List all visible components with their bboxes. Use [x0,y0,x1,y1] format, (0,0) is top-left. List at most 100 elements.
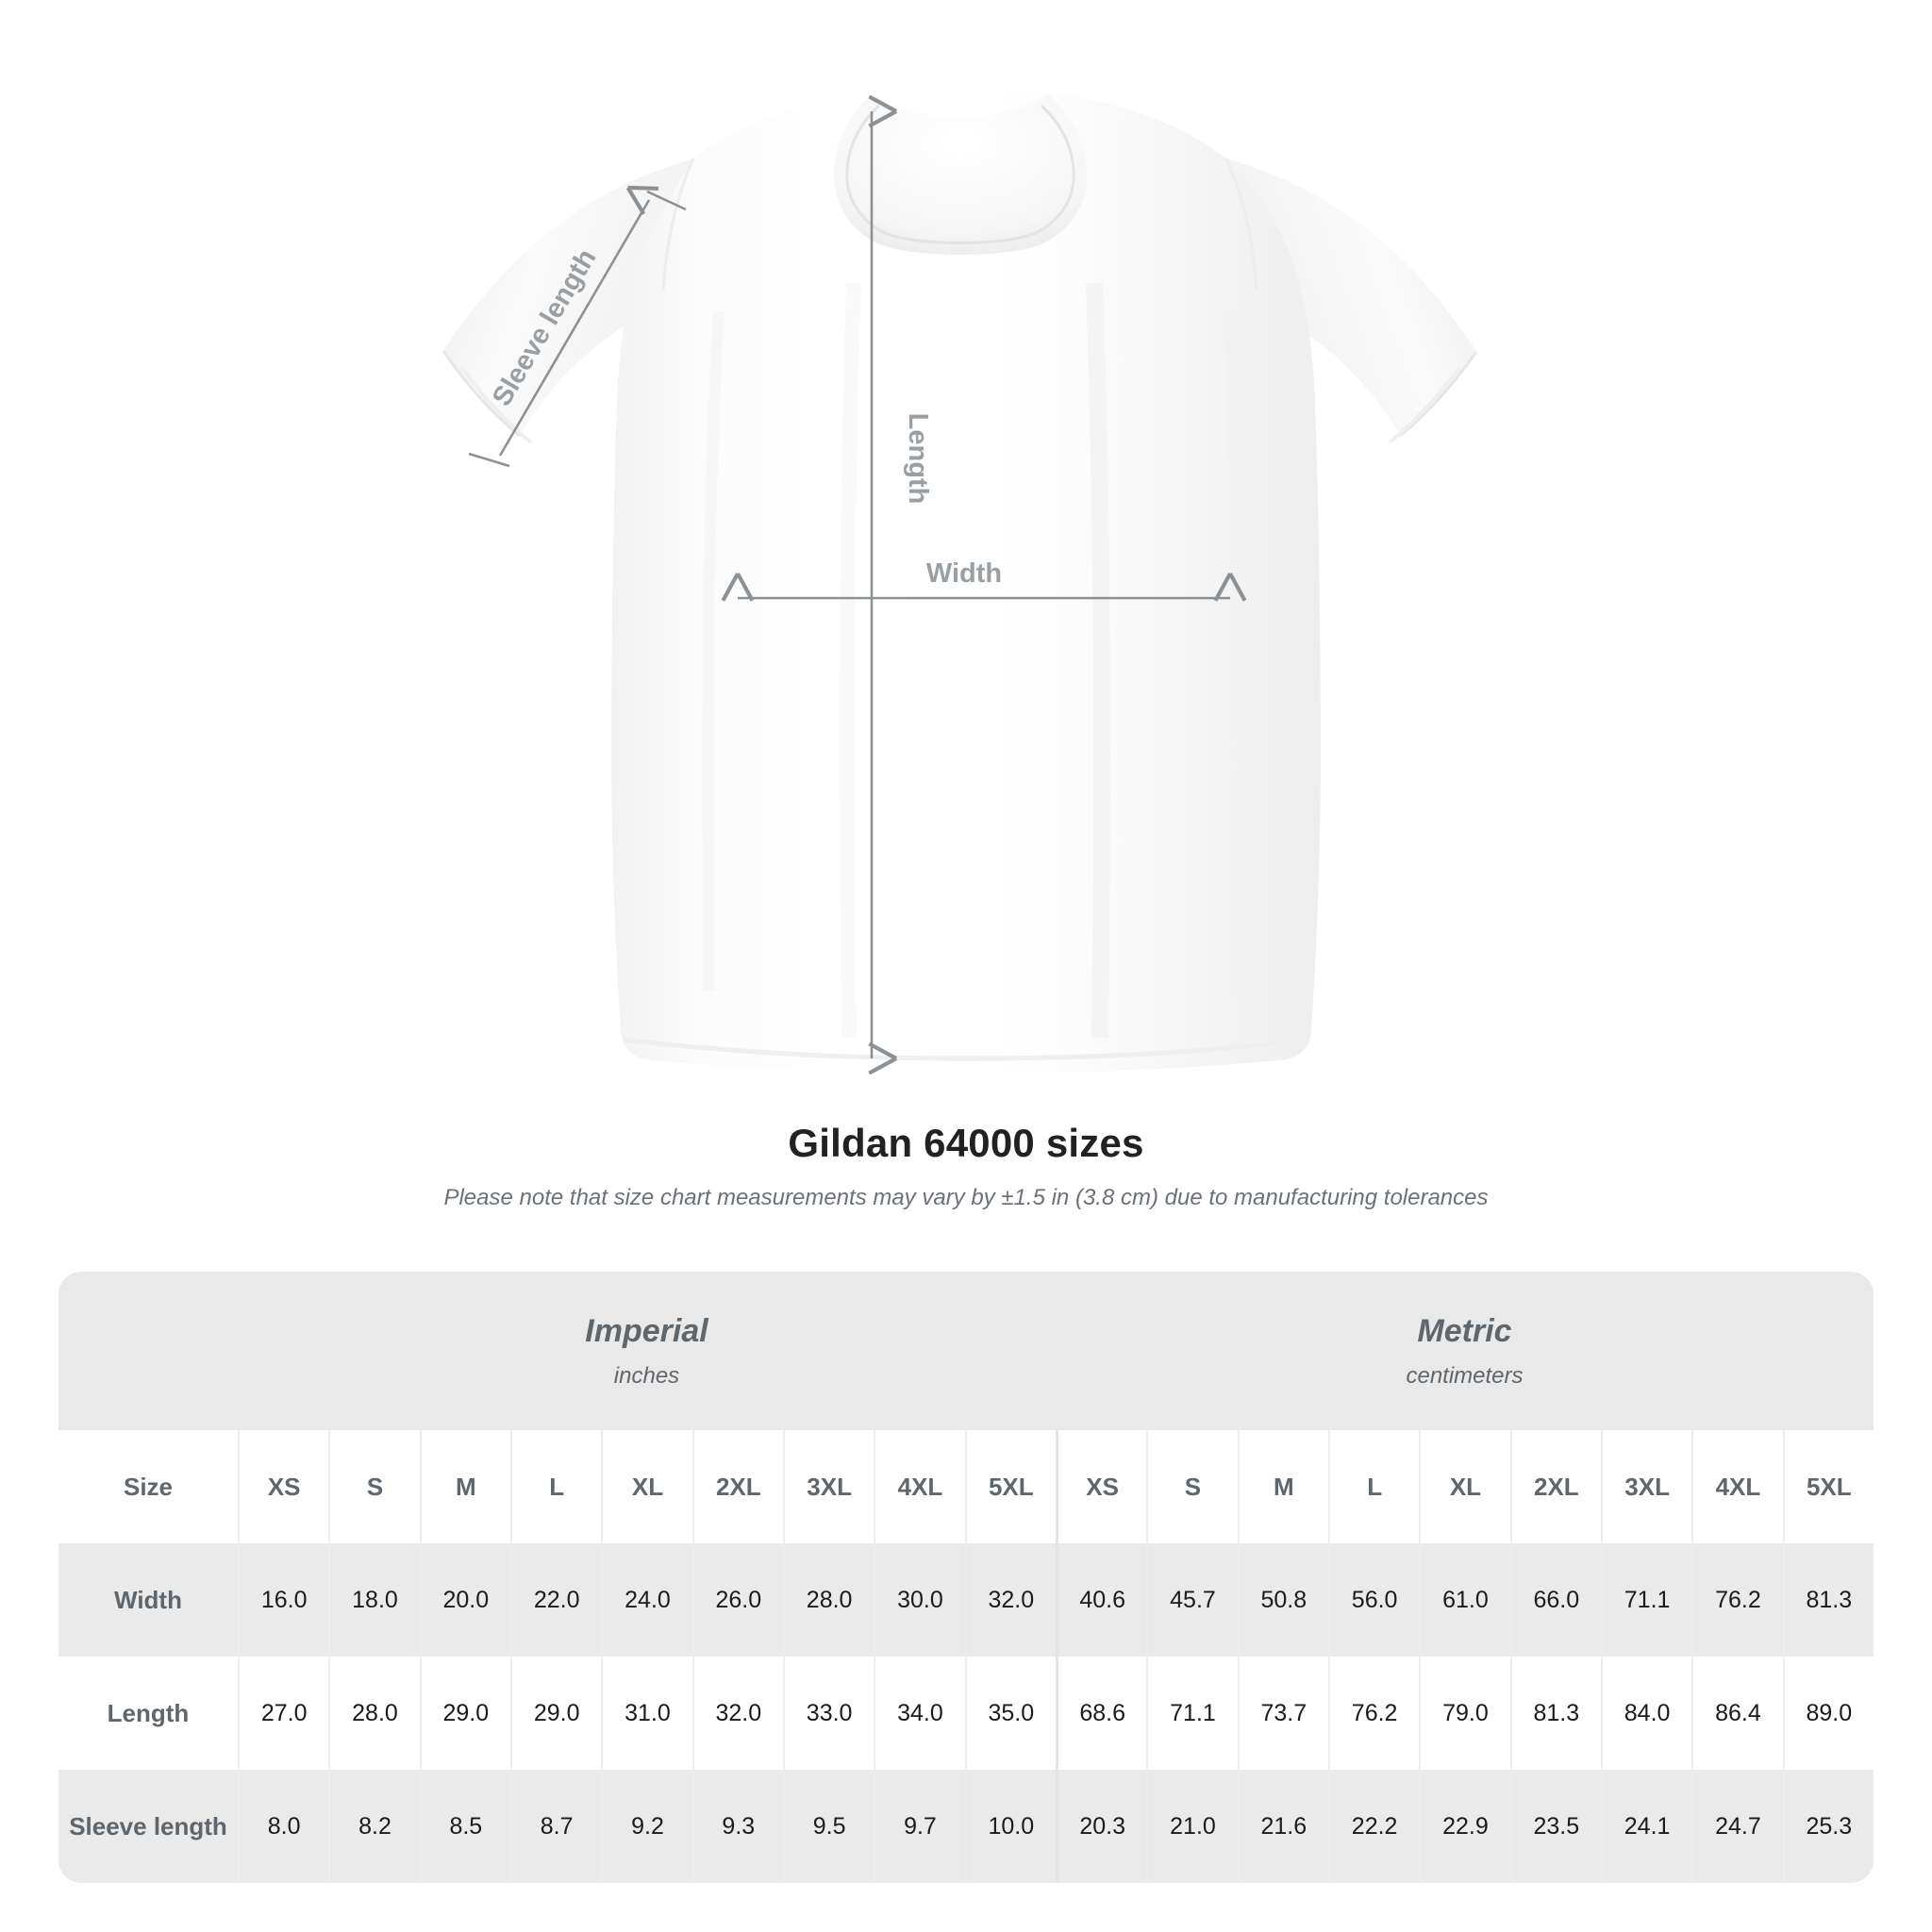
sleeve-length-tick-bottom [468,452,510,468]
measurement-cell: 23.5 [1509,1770,1601,1883]
sleeve-length-tick-top [646,190,687,211]
measurement-cell: 20.3 [1055,1770,1147,1883]
size-header-cell: M [419,1430,510,1543]
size-header-cell: L [509,1430,602,1543]
measurement-cell: 84.0 [1600,1657,1692,1770]
measurement-cell: 79.0 [1419,1657,1510,1770]
tolerance-note: Please note that size chart measurements… [443,1185,1489,1211]
measurement-cell: 8.7 [509,1770,602,1883]
row-label-size: Size [58,1430,238,1543]
measurement-cell: 71.1 [1600,1543,1692,1657]
measurement-cell: 31.0 [601,1657,692,1770]
measurement-guides [468,94,1247,1075]
sleeve-length-arrow [498,185,659,457]
measurement-cell: 8.0 [238,1770,329,1883]
measurement-cell: 28.0 [328,1657,420,1770]
measurement-cell: 40.6 [1055,1543,1147,1657]
row-label-sleeve-length: Sleeve length [58,1770,238,1883]
measurement-cell: 20.0 [419,1543,510,1657]
measurement-cell: 22.2 [1327,1770,1420,1883]
row-label-width: Width [58,1543,238,1657]
size-header-cell: XL [1419,1430,1510,1543]
size-header-cell: 3XL [782,1430,874,1543]
measurement-cell: 68.6 [1055,1657,1147,1770]
measurement-cell: 16.0 [238,1543,329,1657]
measurement-cell: 29.0 [419,1657,510,1770]
measurement-cell: 22.9 [1419,1770,1510,1883]
width-label: Width [926,558,1002,589]
size-header-cell: 3XL [1600,1430,1692,1543]
unit-system-name: Imperial [585,1313,708,1350]
unit-system-unit: inches [613,1362,680,1389]
length-label: Length [903,413,933,505]
measurement-cell: 89.0 [1782,1657,1874,1770]
unit-system-name: Metric [1417,1313,1512,1350]
measurement-cell: 32.0 [964,1543,1056,1657]
measurement-cell: 21.0 [1146,1770,1238,1883]
size-header-cell: 4XL [1691,1430,1783,1543]
size-header-cell: M [1237,1430,1328,1543]
measurement-cell: 30.0 [874,1543,965,1657]
measurement-cell: 73.7 [1237,1657,1328,1770]
size-header-cell: XS [1055,1430,1147,1543]
page-title: Gildan 64000 sizes [788,1121,1144,1165]
measurement-cell: 29.0 [509,1657,602,1770]
unit-system-header-metric: Metric centimeters [1055,1272,1874,1430]
size-chart-container: Imperial inches Metric centimeters Size XS S M L… [58,1272,1874,1883]
measurement-cell: 9.3 [691,1770,783,1883]
measurement-cell: 56.0 [1327,1543,1420,1657]
measurement-cell: 8.5 [419,1770,510,1883]
measurement-cell: 9.7 [874,1770,965,1883]
measurement-cell: 26.0 [691,1543,783,1657]
title-block: Gildan 64000 sizes Please note that size… [0,1121,1932,1212]
measurement-cell: 33.0 [782,1657,874,1770]
table-row: Length 27.0 28.0 29.0 29.0 31.0 32.0 33.0 34.0 35… [58,1657,1874,1770]
measurement-cell: 61.0 [1419,1543,1510,1657]
measurement-cell: 32.0 [691,1657,783,1770]
measurement-cell: 71.1 [1146,1657,1238,1770]
size-header-cell: L [1327,1430,1420,1543]
measurement-cell: 45.7 [1146,1543,1238,1657]
measurement-cell: 27.0 [238,1657,329,1770]
tshirt-illustration: Sleeve length Length Width [441,89,1478,1075]
measurement-cell: 9.2 [601,1770,692,1883]
measurement-cell: 8.2 [328,1770,420,1883]
measurement-cell: 21.6 [1237,1770,1328,1883]
unit-system-unit: centimeters [1406,1362,1524,1389]
measurement-cell: 66.0 [1509,1543,1601,1657]
table-row: Sleeve length 8.0 8.2 8.5 8.7 9.2 9.3 9.5 9.7 10.… [58,1770,1874,1883]
measurement-cell: 35.0 [964,1657,1056,1770]
measurement-cell: 24.7 [1691,1770,1783,1883]
measurement-cell: 18.0 [328,1543,420,1657]
size-header-cell: 2XL [1509,1430,1601,1543]
size-header-cell: 2XL [691,1430,783,1543]
measurement-cell: 76.2 [1327,1657,1420,1770]
size-header-cell: S [1146,1430,1238,1543]
row-label-length: Length [58,1657,238,1770]
measurement-cell: 86.4 [1691,1657,1783,1770]
tshirt-diagram-svg: Sleeve length Length Width [441,89,1478,1075]
measurement-cell: 81.3 [1509,1657,1601,1770]
measurement-cell: 9.5 [782,1770,874,1883]
measurement-cell: 50.8 [1237,1543,1328,1657]
measurement-cell: 28.0 [782,1543,874,1657]
size-header-cell: 4XL [874,1430,965,1543]
size-header-cell: XS [238,1430,329,1543]
measurement-cell: 76.2 [1691,1543,1783,1657]
measurement-cell: 24.1 [1600,1770,1692,1883]
size-header-cell: 5XL [1782,1430,1874,1543]
size-header-row: Size XS S M L XL 2XL 3XL 4XL 5XL XS S M L XL 2XL 3XL 4XL 5… [58,1430,1874,1543]
size-header-cell: 5XL [964,1430,1056,1543]
size-header-cell: XL [601,1430,692,1543]
unit-row-spacer [58,1272,238,1430]
unit-system-header-imperial: Imperial inches [238,1272,1056,1430]
size-header-cell: S [328,1430,420,1543]
size-chart-table: Imperial inches Metric centimeters Size XS S M L… [58,1272,1874,1883]
measurement-cell: 22.0 [509,1543,602,1657]
unit-system-row: Imperial inches Metric centimeters [58,1272,1874,1430]
measurement-cell: 81.3 [1782,1543,1874,1657]
measurement-cell: 25.3 [1782,1770,1874,1883]
measurement-cell: 34.0 [874,1657,965,1770]
measurement-cell: 24.0 [601,1543,692,1657]
table-row: Width 16.0 18.0 20.0 22.0 24.0 26.0 28.0 30.0 32.… [58,1543,1874,1657]
